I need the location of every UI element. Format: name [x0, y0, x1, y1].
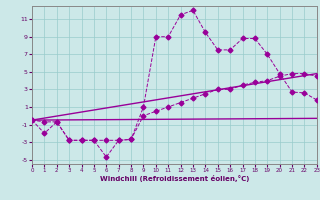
X-axis label: Windchill (Refroidissement éolien,°C): Windchill (Refroidissement éolien,°C)	[100, 175, 249, 182]
